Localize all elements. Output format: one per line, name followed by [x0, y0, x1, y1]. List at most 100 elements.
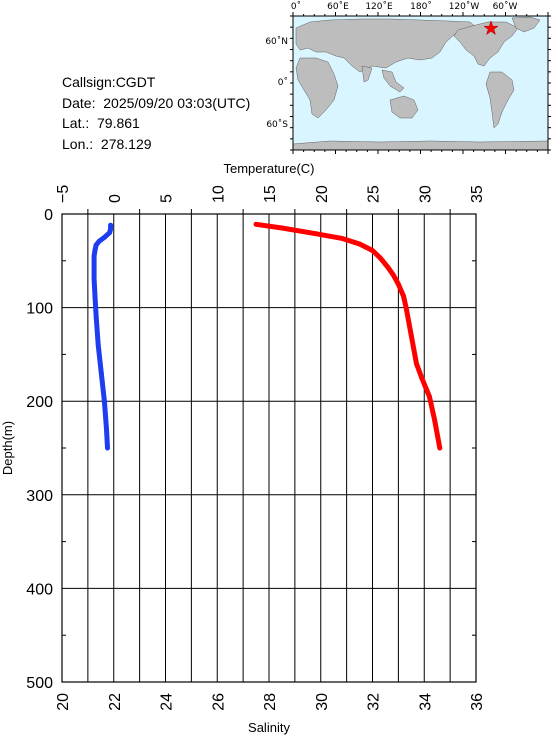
- temperature-tick-label: 10: [210, 185, 227, 203]
- temperature-axis-title: Temperature(C): [223, 161, 314, 176]
- salinity-profile-point: [395, 281, 401, 287]
- temperature-profile-point: [91, 263, 97, 268]
- map-lat-labels: 60˚N 0˚ 60˚S: [265, 36, 288, 130]
- salinity-profile-point: [385, 264, 391, 270]
- salinity-profile-point: [339, 235, 344, 241]
- salinity-tick-label: 26: [210, 693, 227, 711]
- australia-land: [389, 95, 419, 119]
- temperature-profile-point: [92, 295, 98, 301]
- temperature-profile-point: [92, 247, 98, 252]
- latitude-text: Lat.: 79.861: [62, 115, 140, 131]
- india-land: [361, 65, 373, 83]
- temperature-profile-point: [93, 314, 99, 320]
- salinity-tick-label: 24: [159, 693, 176, 711]
- temperature-profile-point: [108, 226, 114, 232]
- salinity-tick-labels: 20 22 24 26 28 30 32 34 36: [55, 693, 486, 711]
- map-lat-label: 60˚N: [265, 36, 288, 47]
- temperature-tick-label: −5: [55, 185, 72, 203]
- salinity-profile-point: [370, 248, 375, 253]
- temperature-profile-point: [91, 277, 97, 282]
- salinity-profile-point: [279, 225, 285, 231]
- location-map: 0˚ 60˚E 120˚E 180˚ 120˚W 60˚W 60˚N 0˚ 60…: [265, 1, 551, 154]
- depth-tick-label: 100: [26, 301, 53, 318]
- salinity-profile-point: [390, 272, 396, 278]
- salinity-tick-label: 36: [469, 693, 486, 711]
- salinity-profile-point: [437, 445, 443, 451]
- salinity-profile-point: [403, 305, 409, 310]
- longitude-text: Lon.: 278.129: [62, 135, 152, 152]
- depth-axis-title: Depth(m): [0, 421, 15, 475]
- temperature-profile-point: [104, 426, 109, 432]
- map-land: [292, 16, 549, 151]
- temperature-tick-label: 25: [366, 185, 383, 203]
- salinity-profile-point: [357, 241, 362, 247]
- salinity-tick-label: 34: [417, 693, 434, 711]
- temperature-profile-point: [108, 222, 114, 228]
- map-ticks: [290, 12, 551, 154]
- depth-tick-label: 500: [26, 675, 53, 692]
- map-lon-label: 180˚: [410, 1, 432, 12]
- station-marker-icon: [483, 20, 499, 36]
- map-lat-label: 60˚S: [266, 119, 288, 130]
- date-text: Date: 2025/09/20 03:03(UTC): [62, 94, 251, 111]
- salinity-profile-point: [406, 319, 412, 325]
- salinity-profile-point: [313, 231, 318, 237]
- salinity-profile-point: [432, 417, 437, 423]
- station-info: Callsign:CGDT Date: 2025/09/20 03:03(UTC…: [62, 72, 250, 154]
- series-layer: [91, 221, 443, 451]
- map-lon-label: 60˚W: [493, 1, 518, 12]
- salinity-tick-label: 28: [262, 693, 279, 711]
- temperature-tick-label: 20: [314, 185, 331, 203]
- depth-tick-label: 200: [26, 394, 53, 411]
- temperature-tick-label: 5: [159, 194, 176, 203]
- profile-chart: −5 0 5 10 15 20 25 30 35 20 22 24 26 28 30 32 34 36 0100…: [0, 161, 486, 735]
- callsign-text: Callsign:CGDT: [62, 74, 156, 90]
- salinity-tick-label: 22: [107, 693, 124, 711]
- antarctica-land: [292, 140, 549, 151]
- depth-tick-label: 300: [26, 488, 53, 505]
- depth-tick-label: 0: [44, 207, 53, 224]
- temperature-profile-point: [105, 445, 110, 451]
- africa-land: [295, 57, 339, 119]
- north-america-land: [453, 21, 519, 67]
- salinity-profile-point: [411, 347, 417, 353]
- salinity-profile-point: [408, 333, 414, 339]
- plot-grid: [62, 214, 476, 682]
- salinity-profile-point: [414, 361, 419, 367]
- temperature-profile-point: [96, 238, 102, 244]
- salinity-profile-point: [419, 375, 425, 381]
- map-lon-label: 120˚E: [365, 1, 393, 12]
- temperature-profile-point: [102, 235, 107, 240]
- salinity-profile-point: [401, 293, 406, 299]
- eurasia-land: [295, 18, 477, 73]
- temperature-tick-label: 30: [417, 185, 434, 203]
- temperature-profile-point: [93, 242, 99, 248]
- depth-tick-label: 400: [26, 581, 53, 598]
- temperature-tick-labels: −5 0 5 10 15 20 25 30 35: [55, 185, 486, 203]
- temperature-profile-point: [95, 342, 101, 348]
- greenland-land: [511, 16, 541, 33]
- salinity-tick-label: 20: [55, 693, 72, 711]
- map-lat-label: 0˚: [278, 77, 288, 88]
- temperature-tick-label: 0: [107, 194, 124, 203]
- depth-tick-labels: 0 100 200 300 400 500: [26, 207, 53, 692]
- salinity-profile-point: [377, 255, 383, 261]
- map-lon-label: 60˚E: [327, 1, 349, 12]
- map-lon-label: 120˚W: [449, 1, 480, 12]
- minor-ticks: [62, 209, 476, 636]
- salinity-profile-point: [253, 221, 259, 227]
- temperature-tick-label: 15: [262, 185, 279, 203]
- temperature-profile-point: [91, 253, 97, 259]
- plot-frame: [61, 213, 477, 683]
- salinity-tick-label: 32: [366, 693, 383, 711]
- temperature-profile-point: [102, 398, 107, 404]
- map-lon-labels: 0˚ 60˚E 120˚E 180˚ 120˚W 60˚W: [291, 1, 518, 12]
- south-america-land: [485, 71, 515, 129]
- temperature-tick-label: 35: [469, 185, 486, 203]
- salinity-profile-line: [253, 221, 443, 451]
- temperature-profile-point: [98, 370, 104, 376]
- salinity-profile-point: [427, 394, 432, 399]
- temperature-profile-point: [107, 230, 113, 236]
- salinity-axis-title: Salinity: [248, 720, 290, 735]
